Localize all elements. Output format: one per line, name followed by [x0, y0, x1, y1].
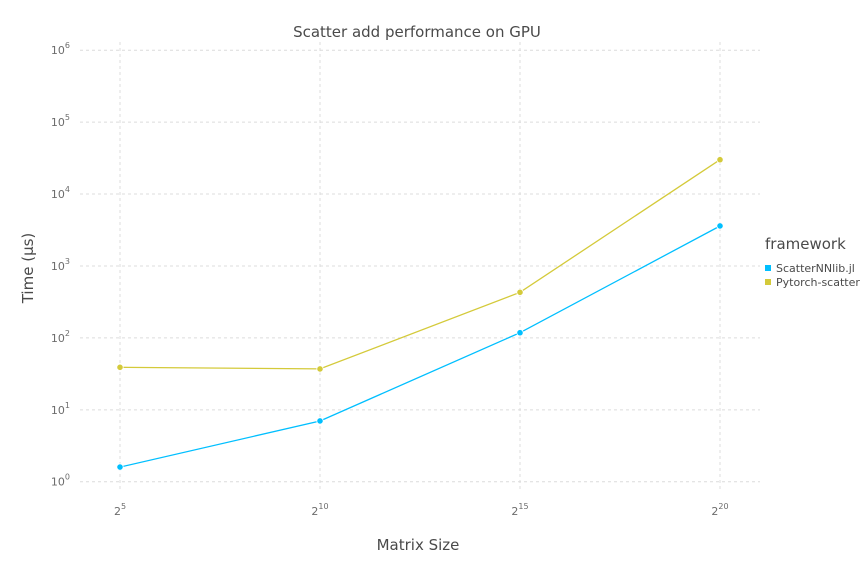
data-point — [316, 365, 324, 373]
chart-title: Scatter add performance on GPU — [293, 23, 541, 41]
x-axis-label: Matrix Size — [377, 536, 460, 554]
y-tick-label: 102 — [51, 329, 70, 345]
legend-swatch — [765, 265, 771, 271]
y-tick-label: 105 — [51, 113, 70, 129]
data-point — [316, 417, 324, 425]
x-tick-label: 220 — [711, 502, 728, 518]
grid — [80, 42, 760, 492]
data-point — [716, 156, 724, 164]
y-tick-label: 101 — [51, 401, 70, 417]
legend-swatch — [765, 279, 771, 285]
series-line — [119, 159, 721, 370]
x-tick-label: 210 — [311, 502, 328, 518]
data-point — [716, 222, 724, 230]
data-point — [116, 463, 124, 471]
y-tick-label: 100 — [51, 473, 70, 489]
series — [116, 156, 724, 471]
x-tick-label: 215 — [511, 502, 528, 518]
y-tick-label: 103 — [51, 257, 70, 273]
legend-title: framework — [765, 235, 846, 253]
y-tick-label: 104 — [51, 185, 70, 201]
data-point — [116, 363, 124, 371]
series-line — [119, 225, 721, 468]
y-axis-label: Time (µs) — [19, 233, 37, 305]
y-axis-ticks: 100 101 102 103 104 105 106 — [51, 41, 70, 489]
legend-label: ScatterNNlib.jl — [776, 262, 855, 275]
x-axis-ticks: 25 210 215 220 — [114, 502, 729, 518]
data-point — [516, 288, 524, 296]
x-tick-label: 25 — [114, 502, 126, 518]
legend-label: Pytorch-scatter — [776, 276, 860, 289]
y-tick-label: 106 — [51, 41, 70, 57]
data-point — [516, 329, 524, 337]
